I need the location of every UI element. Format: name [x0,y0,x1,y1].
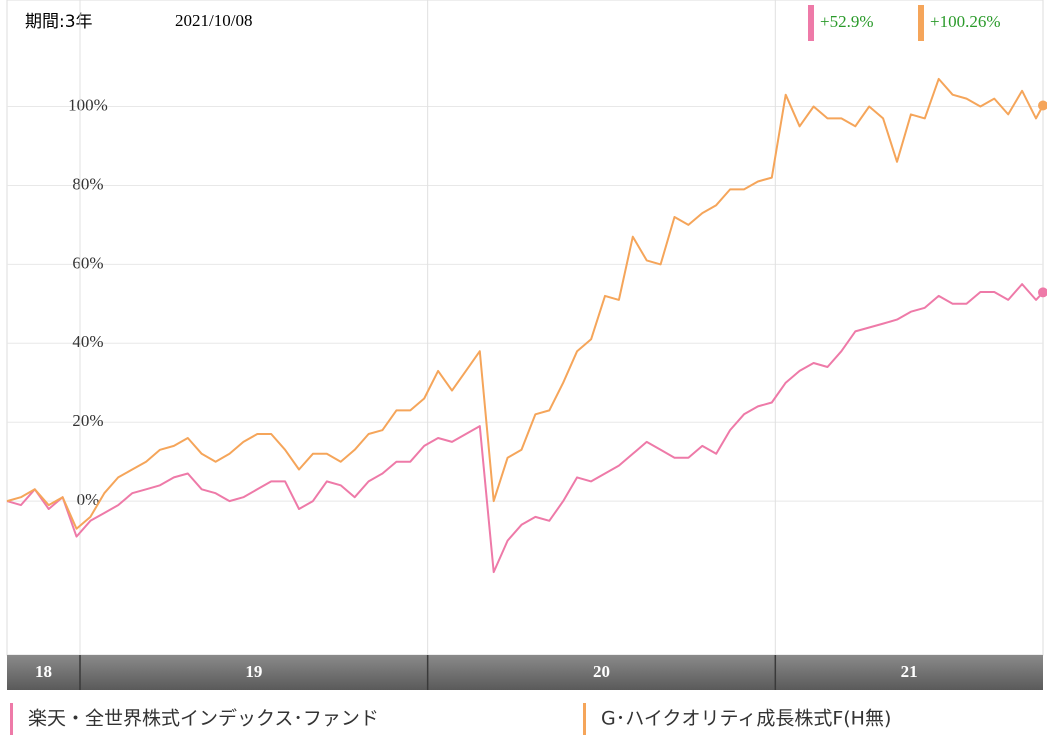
legend-label: 楽天・全世界株式インデックス･ファンド [28,708,379,730]
plot-area [6,0,1044,656]
end-point [1038,287,1047,298]
legend-label: G･ハイクオリティ成長株式F(H無) [601,708,891,730]
y-tick-label: 80% [72,174,103,193]
legend-swatch [583,703,586,735]
series-line [6,283,1044,574]
period: 期間:3年 [25,12,93,32]
value-swatch [808,5,814,41]
legend-swatch [10,703,13,735]
end-value-label: +52.9% [820,12,874,31]
value-swatch [918,5,924,41]
x-tick-label: 18 [35,662,52,681]
series-line [6,77,1044,530]
x-tick-label: 21 [901,662,918,681]
y-tick-label: 20% [72,411,103,430]
end-value-label: +100.26% [930,12,1001,31]
end-point [1038,100,1047,111]
x-tick-label: 20 [593,662,610,681]
y-tick-label: 100% [68,95,108,114]
date: 2021/10/08 [175,11,252,30]
y-tick-label: 40% [72,332,103,351]
y-tick-label: 0% [77,490,100,509]
y-tick-label: 60% [72,253,103,272]
x-tick-label: 19 [245,662,262,681]
x-axis-band [7,655,1043,690]
